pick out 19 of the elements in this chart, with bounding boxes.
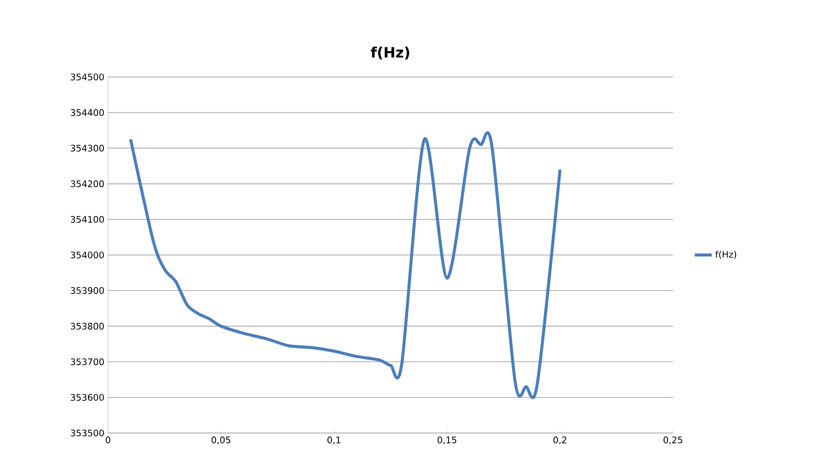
x-tick-label: 0,2	[553, 436, 566, 444]
x-tick-label: 0,1	[327, 436, 340, 444]
y-tick-label: 354200	[70, 180, 104, 188]
y-tick-label: 354500	[70, 74, 104, 80]
x-tick-label: 0,25	[664, 436, 682, 444]
y-tick-label: 353900	[70, 287, 104, 294]
chart-title: f(Hz)	[370, 46, 410, 60]
y-tick-label: 353800	[70, 322, 104, 330]
x-tick-label: 0,15	[438, 436, 456, 444]
y-tick-label: 353700	[70, 358, 104, 366]
y-tick-label: 353600	[70, 394, 104, 401]
y-tick-label: 354100	[70, 216, 104, 223]
y-tick-label: 354400	[70, 109, 104, 116]
x-tick-label: 0	[106, 436, 110, 444]
legend-label: f(Hz)	[715, 250, 736, 259]
x-tick-label: 0,05	[212, 436, 230, 444]
y-tick-label: 354300	[70, 144, 104, 152]
y-tick-label: 353500	[70, 430, 104, 436]
y-tick-label: 354000	[70, 252, 104, 258]
